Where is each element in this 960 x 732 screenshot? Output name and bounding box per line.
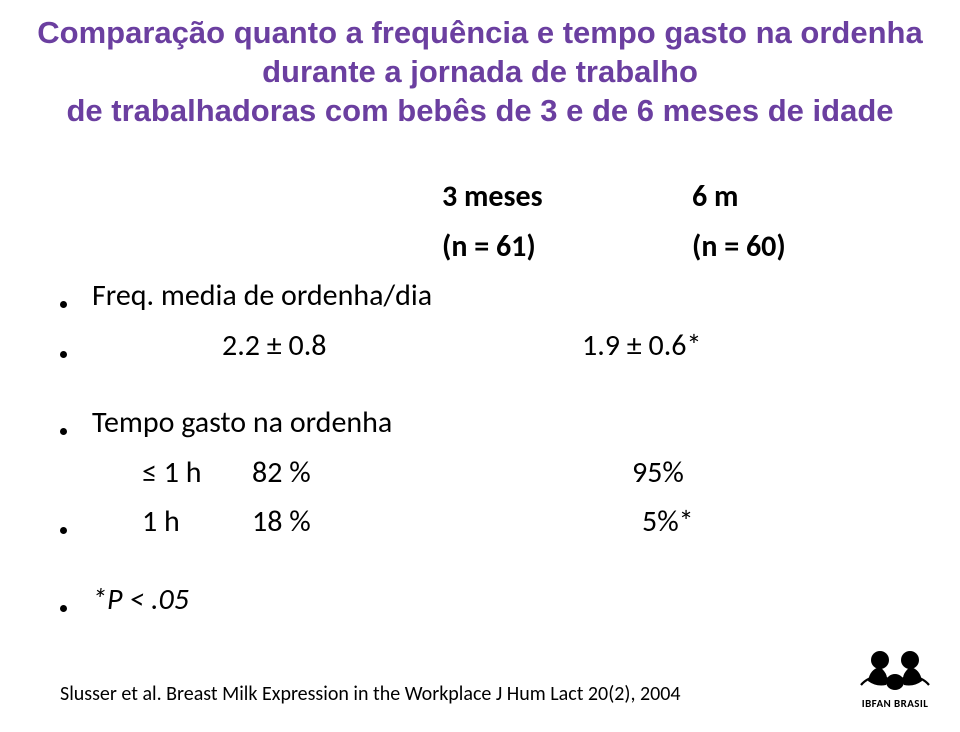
header-row: 3 meses 6 m: [60, 175, 900, 219]
r2-v1: 18 %: [252, 500, 522, 544]
title-line-1: Comparação quanto a frequência e tempo g…: [37, 15, 922, 50]
bullet-icon: [60, 605, 67, 612]
r1-v1: 82 %: [252, 451, 522, 495]
subheader-col-2: (n = 60): [652, 225, 900, 269]
citation: Slusser et al. Breast Milk Expression in…: [60, 682, 681, 706]
slide: Comparação quanto a frequência e tempo g…: [0, 0, 960, 732]
slide-title: Comparação quanto a frequência e tempo g…: [30, 14, 930, 130]
logo-text: IBFAN BRASIL: [858, 697, 932, 710]
header-col-1: 3 meses: [442, 175, 652, 219]
ibfan-logo-icon: [858, 649, 932, 695]
subheader-row: (n = 61) (n = 60): [60, 225, 900, 269]
p-note-row: *P < .05: [60, 578, 900, 622]
freq-v1: 2.2 ± 0.8: [222, 324, 522, 368]
tempo-row-1: ≤ 1 h 82 % 95%: [60, 451, 900, 495]
p-note: *P < .05: [92, 578, 900, 622]
header-col-2: 6 m: [652, 175, 900, 219]
content-area: 3 meses 6 m (n = 61) (n = 60) Freq. medi…: [60, 175, 900, 627]
tempo-label-row: Tempo gasto na ordenha: [60, 401, 900, 445]
bullet-icon: [60, 527, 67, 534]
freq-values-row: 2.2 ± 0.8 1.9 ± 0.6*: [60, 324, 900, 368]
freq-v2: 1.9 ± 0.6*: [522, 324, 900, 368]
r2-v2: 5%*: [522, 500, 900, 544]
bullet-icon: [60, 351, 67, 358]
title-line-3: de trabalhadoras com bebês de 3 e de 6 m…: [66, 93, 893, 128]
freq-label: Freq. media de ordenha/dia: [92, 274, 652, 318]
bullet-icon: [60, 301, 67, 308]
r2-label: 1 h: [92, 500, 252, 544]
r1-v2: 95%: [522, 451, 900, 495]
bullet-icon: [60, 428, 67, 435]
freq-label-row: Freq. media de ordenha/dia: [60, 274, 900, 318]
r1-label: ≤ 1 h: [92, 451, 252, 495]
ibfan-logo: IBFAN BRASIL: [858, 649, 932, 710]
title-line-2: durante a jornada de trabalho: [262, 54, 698, 89]
subheader-col-1: (n = 61): [442, 225, 652, 269]
tempo-row-2: 1 h 18 % 5%*: [60, 500, 900, 544]
tempo-label: Tempo gasto na ordenha: [92, 401, 900, 445]
